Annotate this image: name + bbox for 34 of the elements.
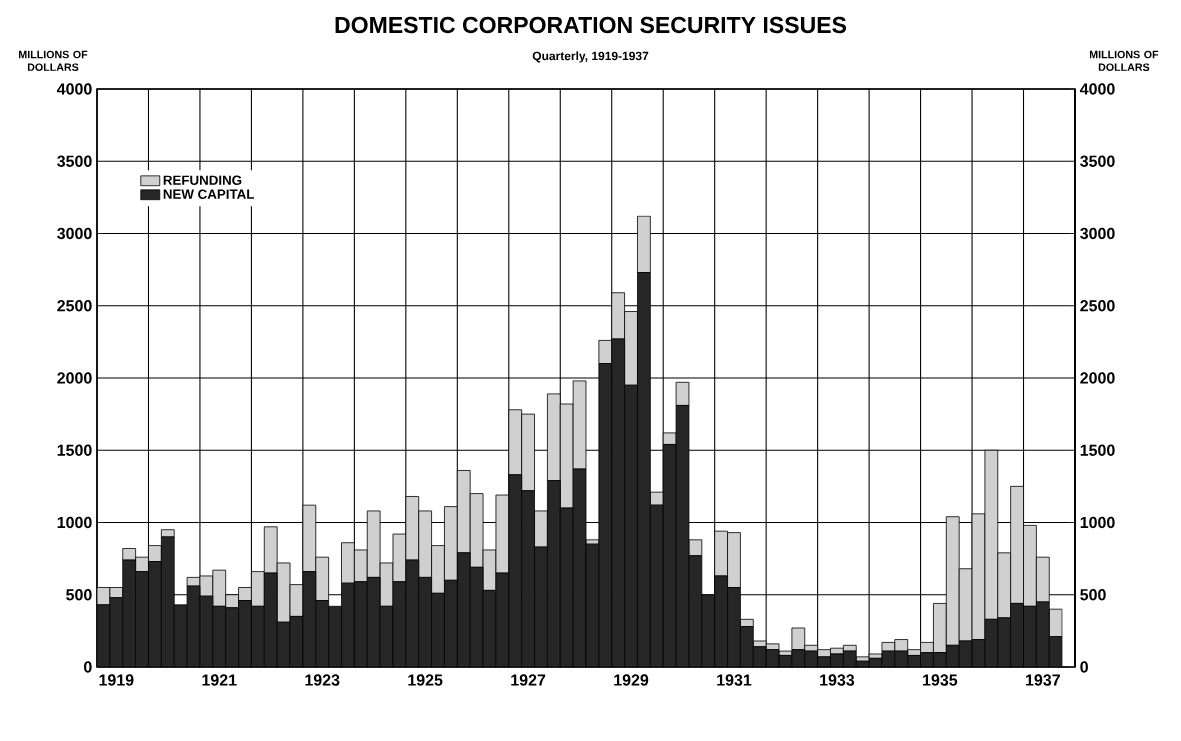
y-tick-label: 1000 [57,516,92,529]
x-tick-label: 1927 [511,674,546,686]
x-tick-label: 1919 [99,674,134,686]
y-tick-label: 1500 [57,444,92,456]
x-tick-label: 1931 [717,674,752,686]
x-tick-label: 1933 [820,674,855,686]
y2-tick-label: 3000 [1080,227,1115,240]
chart-title: DOMESTIC CORPORATION SECURITY ISSUES [335,16,847,34]
y2-tick-label: 2500 [1080,300,1115,312]
chart-subtitle: Quarterly, 1919-1937 [532,51,649,63]
y2-tick-label: 1000 [1080,516,1115,529]
legend-label: NEW CAPITAL [163,189,255,199]
y-tick-label: 0 [84,661,92,673]
y-tick-label: 3000 [57,227,92,240]
y-axis-title: MILLIONS OF DOLLARS [19,50,88,71]
y2-tick-label: 2000 [1080,372,1115,384]
x-tick-label: 1921 [202,674,237,686]
y-tick-label: 500 [66,589,92,601]
y2-axis-title: MILLIONS OF DOLLARS [1089,50,1159,71]
y-tick-label: 2000 [57,372,92,384]
x-tick-label: 1925 [408,674,443,686]
x-tick-label: 1929 [614,674,649,686]
y-tick-label: 4000 [56,83,92,95]
y2-tick-label: 0 [1080,661,1088,673]
y2-tick-label: 1500 [1080,444,1115,456]
y2-tick-label: 4000 [1079,83,1115,95]
y-tick-label: 3500 [57,155,92,167]
legend-label: REFUNDING [163,175,242,185]
y2-tick-label: 3500 [1080,155,1115,167]
y-tick-label: 2500 [57,300,92,312]
x-tick-label: 1923 [305,674,340,686]
x-tick-label: 1935 [923,674,958,686]
y2-tick-label: 500 [1080,589,1106,601]
x-tick-label: 1937 [1026,674,1060,686]
